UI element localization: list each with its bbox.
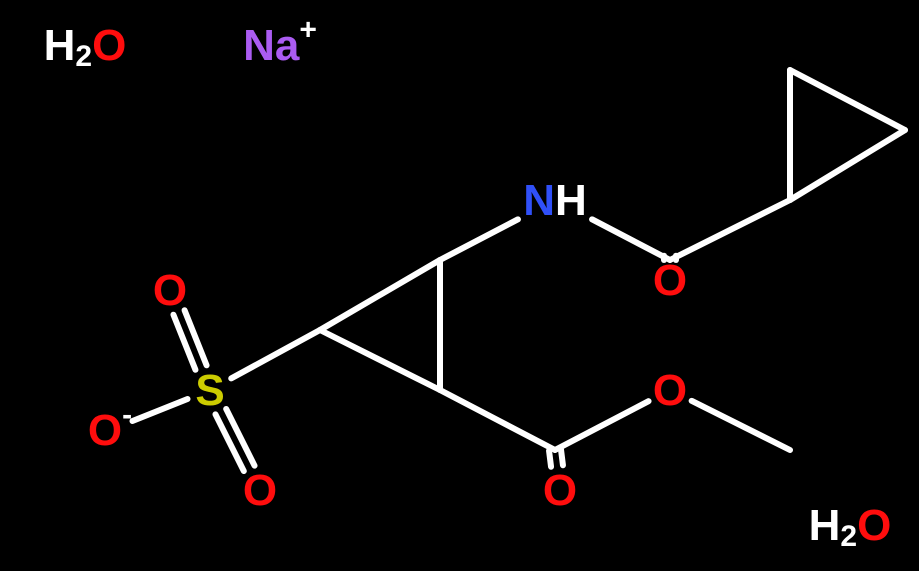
atom-W2: H2O: [809, 501, 892, 553]
atom-S: S: [195, 366, 224, 415]
atom-O3: O: [243, 466, 277, 515]
atom-O6: O: [653, 366, 687, 415]
atom-O5: O: [543, 466, 577, 515]
atom-N: NH: [523, 176, 587, 225]
atom-W1: H2O: [44, 21, 127, 73]
atom-O4: O: [653, 256, 687, 305]
atom-Na: Na+: [243, 13, 317, 69]
atom-O2: O-: [88, 398, 132, 454]
atom-O1: O: [153, 266, 187, 315]
molecule-diagram: S O O- O NH O O O Na+ H2O H2O: [0, 0, 919, 571]
